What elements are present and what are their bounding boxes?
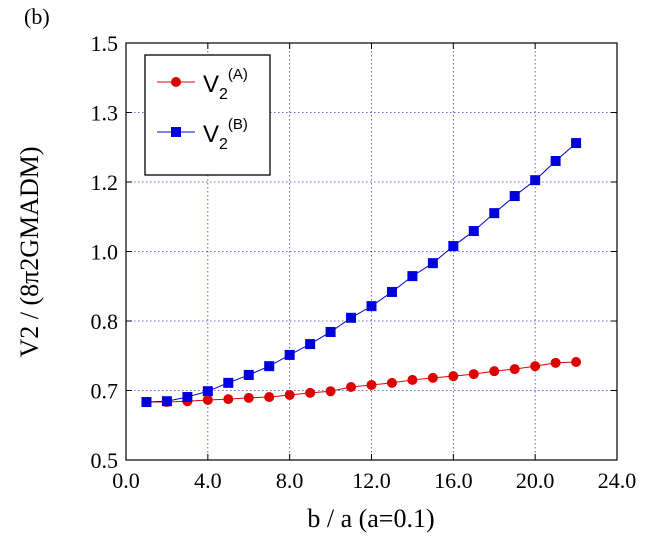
x-tick-label: 12.0 bbox=[352, 468, 391, 493]
x-tick-label: 0.0 bbox=[112, 468, 140, 493]
point bbox=[346, 382, 357, 393]
point bbox=[202, 394, 213, 405]
y-tick-label: 0.8 bbox=[91, 309, 119, 334]
point bbox=[346, 312, 357, 323]
legend-marker bbox=[171, 127, 181, 137]
point bbox=[264, 392, 275, 403]
y-tick-label: 1.5 bbox=[91, 31, 119, 56]
point bbox=[305, 387, 316, 398]
y-tick-label: 1.2 bbox=[91, 170, 119, 195]
point bbox=[264, 361, 275, 372]
point bbox=[530, 175, 541, 186]
legend-label: V2(A) bbox=[203, 66, 248, 103]
x-tick-label: 4.0 bbox=[194, 468, 222, 493]
point bbox=[489, 208, 500, 219]
x-tick-label: 16.0 bbox=[434, 468, 473, 493]
panel-label: (b) bbox=[24, 4, 50, 29]
y-tick-label: 0.7 bbox=[91, 378, 119, 403]
x-tick-label: 20.0 bbox=[516, 468, 555, 493]
y-axis-label: V2 / (8π2GMADM) bbox=[15, 146, 44, 357]
point bbox=[407, 374, 418, 385]
point bbox=[366, 379, 377, 390]
point bbox=[325, 326, 336, 337]
y-tick-label: 0.5 bbox=[91, 448, 119, 473]
x-tick-label: 8.0 bbox=[276, 468, 304, 493]
point bbox=[571, 357, 582, 368]
y-tick-label: 1.0 bbox=[91, 240, 119, 265]
point bbox=[448, 371, 459, 382]
point bbox=[182, 392, 193, 403]
point bbox=[407, 271, 418, 282]
point bbox=[550, 357, 561, 368]
y-tick-label: 1.3 bbox=[91, 101, 119, 126]
x-axis-label: b / a (a=0.1) bbox=[307, 504, 434, 533]
point bbox=[141, 397, 152, 408]
point bbox=[427, 372, 438, 383]
point bbox=[427, 258, 438, 269]
point bbox=[223, 394, 234, 405]
point bbox=[243, 392, 254, 403]
point bbox=[571, 138, 582, 149]
legend-box bbox=[144, 54, 271, 176]
point bbox=[305, 339, 316, 350]
series-line bbox=[146, 361, 577, 403]
point bbox=[325, 386, 336, 397]
point bbox=[468, 369, 479, 380]
point bbox=[284, 349, 295, 360]
point bbox=[366, 301, 377, 312]
point bbox=[243, 369, 254, 380]
point bbox=[489, 366, 500, 377]
point bbox=[284, 389, 295, 400]
point bbox=[468, 226, 479, 237]
point bbox=[509, 364, 520, 375]
point bbox=[550, 156, 561, 167]
point bbox=[509, 191, 520, 202]
x-tick-label: 24.0 bbox=[598, 468, 637, 493]
legend-marker bbox=[171, 77, 181, 87]
legend-label: V2(B) bbox=[203, 116, 248, 153]
point bbox=[530, 361, 541, 372]
point bbox=[386, 377, 397, 388]
point bbox=[386, 286, 397, 297]
point bbox=[161, 396, 172, 407]
plot-frame bbox=[125, 42, 618, 461]
point bbox=[448, 241, 459, 252]
point bbox=[202, 386, 213, 397]
series-line bbox=[146, 142, 577, 403]
point bbox=[223, 377, 234, 388]
